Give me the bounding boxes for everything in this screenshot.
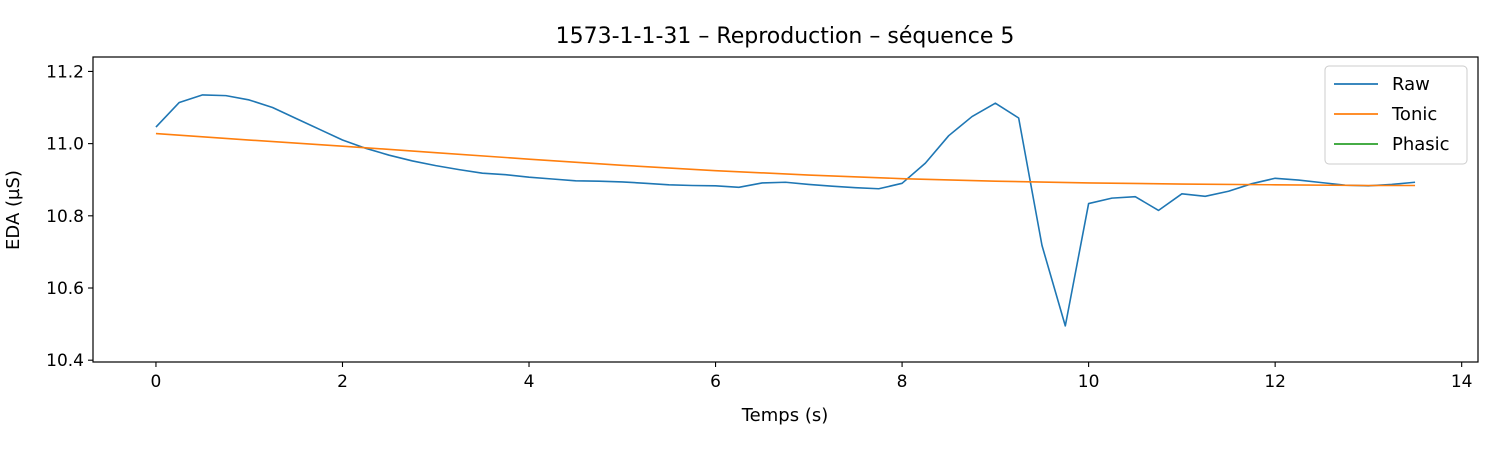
x-axis-label: Temps (s) [741,405,829,426]
legend-label-tonic: Tonic [1391,104,1437,125]
axes-frame [92,56,1479,363]
legend-label-phasic: Phasic [1392,134,1450,155]
x-tick-label: 10 [1078,372,1100,392]
x-tick-label: 12 [1264,372,1286,392]
x-tick-label: 14 [1451,372,1473,392]
y-tick-label: 10.4 [46,351,84,371]
y-tick-label: 10.8 [46,207,84,227]
x-tick-label: 8 [897,372,908,392]
legend-box [1324,65,1468,165]
x-tick-label: 4 [524,372,535,392]
plot-area [155,94,1416,327]
legend: Raw Tonic Phasic [1324,65,1468,165]
y-axis-label: EDA (µS) [3,170,24,250]
x-tick-label: 6 [710,372,721,392]
y-tick-label: 11.0 [46,135,84,155]
x-tick-label: 2 [337,372,348,392]
chart-title: 1573-1-1-31 – Reproduction – séquence 5 [556,24,1015,49]
series-line-tonic [155,132,1416,187]
x-tick-label: 0 [151,372,162,392]
y-tick-label: 11.2 [46,62,84,82]
y-tick-label: 10.6 [46,279,84,299]
axes: 0 2 4 6 8 10 12 14 10.4 10.6 10.8 11.0 11.2 [46,56,1479,392]
series-line-raw [155,94,1416,327]
legend-label-raw: Raw [1392,74,1430,95]
